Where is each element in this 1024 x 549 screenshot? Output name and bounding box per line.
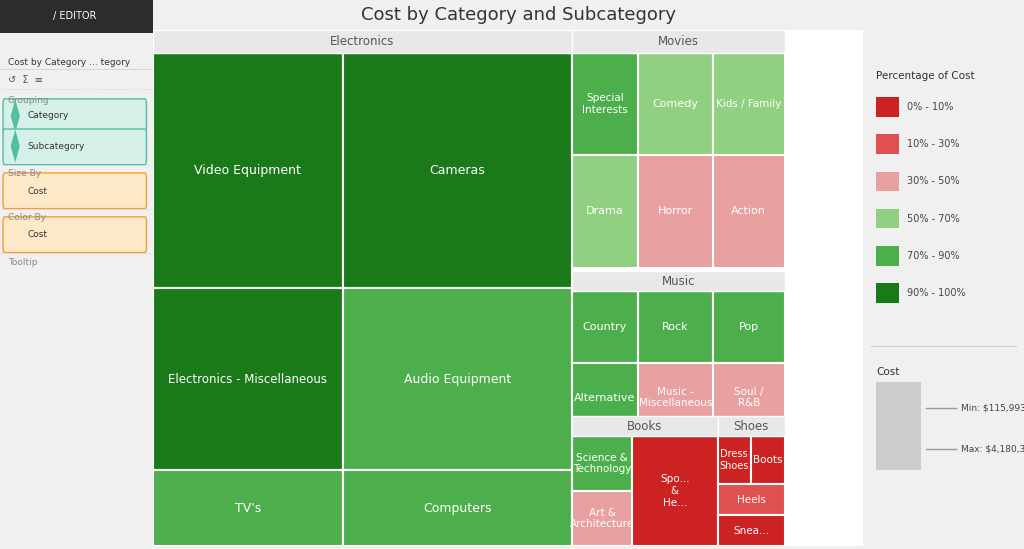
Bar [571, 30, 785, 53]
Text: 10% - 30%: 10% - 30% [906, 139, 959, 149]
Bar [877, 97, 899, 117]
Bar [632, 436, 718, 546]
Text: 70% - 90%: 70% - 90% [906, 251, 959, 261]
Bar [877, 382, 922, 470]
Bar [718, 436, 751, 484]
Bar [153, 30, 571, 53]
Text: Grouping: Grouping [7, 96, 49, 105]
Bar [571, 362, 638, 433]
Text: Min: $115,993: Min: $115,993 [962, 404, 1024, 412]
Bar [751, 436, 785, 484]
Bar [638, 53, 713, 155]
Text: Soul /
R&B: Soul / R&B [734, 387, 764, 408]
Text: Electronics: Electronics [330, 35, 394, 48]
Bar [571, 53, 638, 155]
Bar [877, 135, 899, 154]
Text: Kids / Family: Kids / Family [716, 99, 781, 109]
Bar [718, 484, 785, 516]
Bar [713, 155, 785, 267]
Text: Art &
Architecture: Art & Architecture [570, 508, 634, 529]
Text: Pop: Pop [738, 322, 759, 332]
Bar [571, 292, 638, 362]
Text: / EDITOR: / EDITOR [53, 12, 97, 21]
Bar [571, 491, 632, 546]
Text: Movies: Movies [658, 35, 699, 48]
Bar [638, 362, 713, 433]
Text: Music -
Miscellaneous: Music - Miscellaneous [639, 387, 712, 408]
Text: Cameras: Cameras [430, 164, 485, 177]
Bar [153, 470, 343, 546]
Bar [713, 53, 785, 155]
Text: Rock: Rock [662, 322, 688, 332]
Bar [877, 172, 899, 191]
Text: ↺  Σ  ≡: ↺ Σ ≡ [7, 75, 43, 85]
Text: Category: Category [28, 111, 69, 120]
Text: Horror: Horror [657, 206, 693, 216]
Text: Cost: Cost [28, 231, 47, 239]
Bar [877, 283, 899, 302]
Text: Computers: Computers [423, 502, 492, 514]
Text: TV's: TV's [234, 502, 261, 514]
Text: Max: $4,180,348: Max: $4,180,348 [962, 445, 1024, 453]
Text: Color By: Color By [7, 213, 46, 222]
Bar [571, 271, 785, 292]
Bar [718, 516, 785, 546]
Bar [343, 288, 571, 470]
Bar [718, 416, 785, 436]
Text: Cost: Cost [877, 367, 899, 377]
Text: Dress
Shoes: Dress Shoes [720, 449, 749, 471]
Text: Snea...: Snea... [733, 526, 769, 536]
Text: 50% - 70%: 50% - 70% [906, 214, 959, 223]
Text: Cost: Cost [28, 187, 47, 195]
FancyBboxPatch shape [3, 173, 146, 209]
Bar [638, 292, 713, 362]
Text: Cost by Category ... tegory: Cost by Category ... tegory [7, 58, 130, 66]
Bar [0, 0, 153, 33]
Text: Subcategory: Subcategory [28, 142, 85, 150]
Text: Music: Music [662, 274, 695, 288]
FancyBboxPatch shape [3, 129, 146, 165]
Text: Books: Books [627, 419, 663, 433]
Text: Science &
Technology: Science & Technology [572, 452, 631, 474]
Text: Size By: Size By [7, 169, 41, 178]
Text: Drama: Drama [586, 206, 624, 216]
Bar [877, 209, 899, 228]
Text: Spo...
&
He...: Spo... & He... [660, 474, 690, 508]
Bar [343, 53, 571, 288]
Bar [713, 292, 785, 362]
Bar [638, 155, 713, 267]
Text: Heels: Heels [737, 495, 766, 505]
Text: Electronics - Miscellaneous: Electronics - Miscellaneous [168, 373, 328, 385]
Text: Alternative: Alternative [574, 393, 636, 402]
Bar [153, 288, 343, 470]
Bar [571, 416, 718, 436]
Text: 30% - 50%: 30% - 50% [906, 176, 959, 187]
FancyBboxPatch shape [3, 99, 146, 135]
Text: 90% - 100%: 90% - 100% [906, 288, 966, 298]
Text: Boots: Boots [754, 455, 782, 465]
Text: Country: Country [583, 322, 627, 332]
Bar [877, 246, 899, 266]
Text: Shoes: Shoes [733, 419, 769, 433]
Text: Special
Interests: Special Interests [582, 93, 628, 115]
Bar [343, 470, 571, 546]
Text: Comedy: Comedy [652, 99, 698, 109]
Text: Audio Equipment: Audio Equipment [403, 373, 511, 385]
Bar [571, 436, 632, 491]
Text: Cost by Category and Subcategory: Cost by Category and Subcategory [361, 6, 676, 24]
Text: Video Equipment: Video Equipment [195, 164, 301, 177]
Bar [571, 155, 638, 267]
Text: 0% - 10%: 0% - 10% [906, 102, 953, 112]
Text: Action: Action [731, 206, 766, 216]
FancyBboxPatch shape [3, 217, 146, 253]
Bar [713, 362, 785, 433]
Bar [153, 53, 343, 288]
Text: Percentage of Cost: Percentage of Cost [877, 71, 975, 81]
Text: Tooltip: Tooltip [7, 258, 37, 267]
